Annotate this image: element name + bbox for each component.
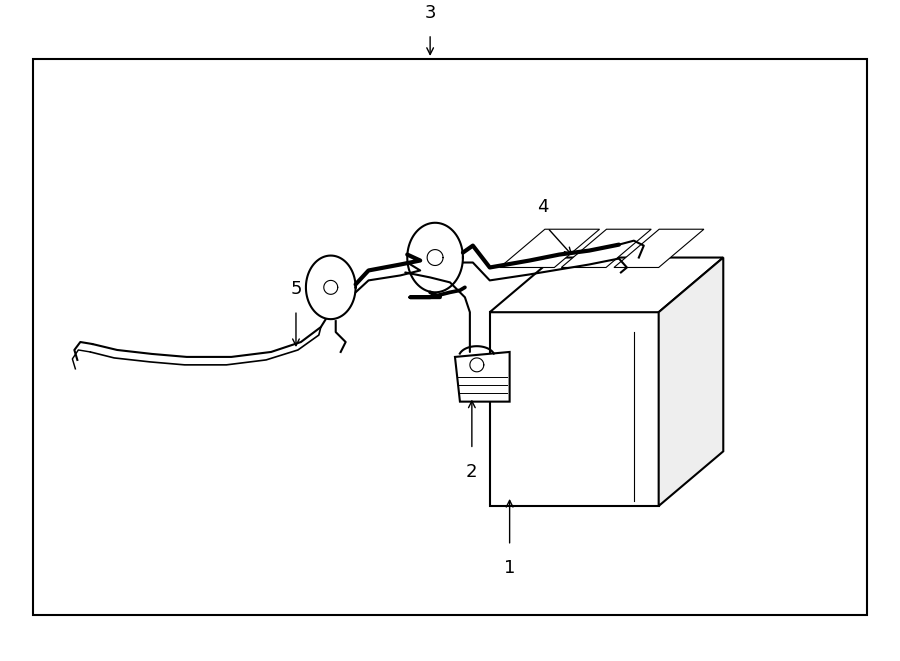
Polygon shape bbox=[614, 229, 704, 268]
Text: 5: 5 bbox=[290, 280, 302, 298]
Polygon shape bbox=[490, 258, 724, 312]
Polygon shape bbox=[500, 229, 599, 268]
Polygon shape bbox=[659, 258, 724, 506]
Polygon shape bbox=[562, 229, 652, 268]
Bar bbox=[490, 312, 659, 506]
Text: 1: 1 bbox=[504, 559, 516, 576]
Bar bbox=[32, 59, 868, 615]
Text: 2: 2 bbox=[466, 463, 478, 481]
Text: 4: 4 bbox=[536, 198, 548, 215]
Polygon shape bbox=[455, 352, 509, 402]
Text: 3: 3 bbox=[425, 4, 436, 22]
